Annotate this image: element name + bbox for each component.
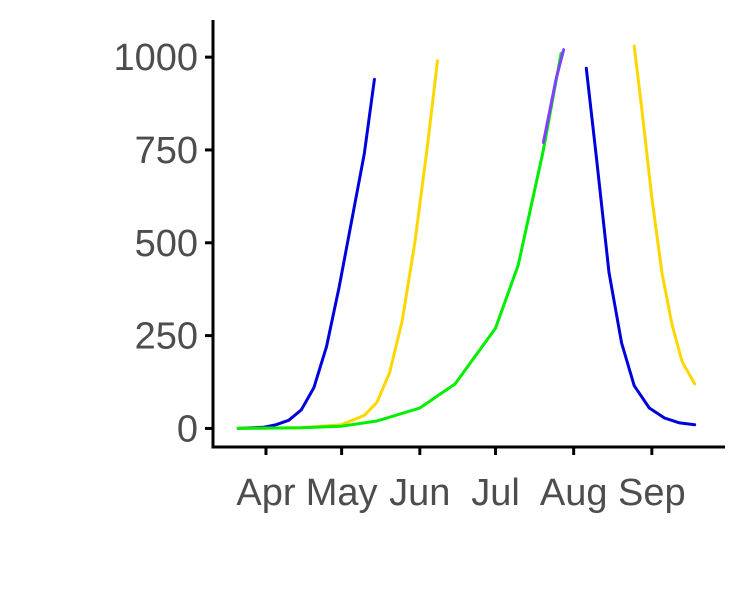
series-line-2 [236, 51, 563, 430]
series-line-0 [236, 77, 376, 430]
axis-lines [211, 20, 725, 449]
x-tick-label-2: Jun [389, 472, 450, 514]
x-tick-label-4: Aug [540, 472, 608, 514]
x-tick-label-1: May [306, 472, 378, 514]
y-tick-label-0: 0 [177, 408, 198, 450]
x-tick-label-0: Apr [236, 472, 295, 514]
y-tick-label-2: 500 [135, 223, 198, 265]
x-axis: Apr May Jun Jul Aug Sep [236, 447, 686, 514]
x-tick-label-3: Jul [471, 472, 520, 514]
y-tick-label-4: 1000 [113, 37, 198, 79]
series-line-4 [584, 66, 697, 427]
y-tick-label-3: 750 [135, 130, 198, 172]
x-tick-label-5: Sep [618, 472, 686, 514]
series-layer [236, 44, 697, 430]
y-axis: 0 250 500 750 1000 [113, 37, 213, 450]
y-tick-label-1: 250 [135, 316, 198, 358]
series-line-1 [236, 59, 439, 430]
series-line-3 [541, 48, 566, 144]
series-line-5 [632, 44, 697, 386]
